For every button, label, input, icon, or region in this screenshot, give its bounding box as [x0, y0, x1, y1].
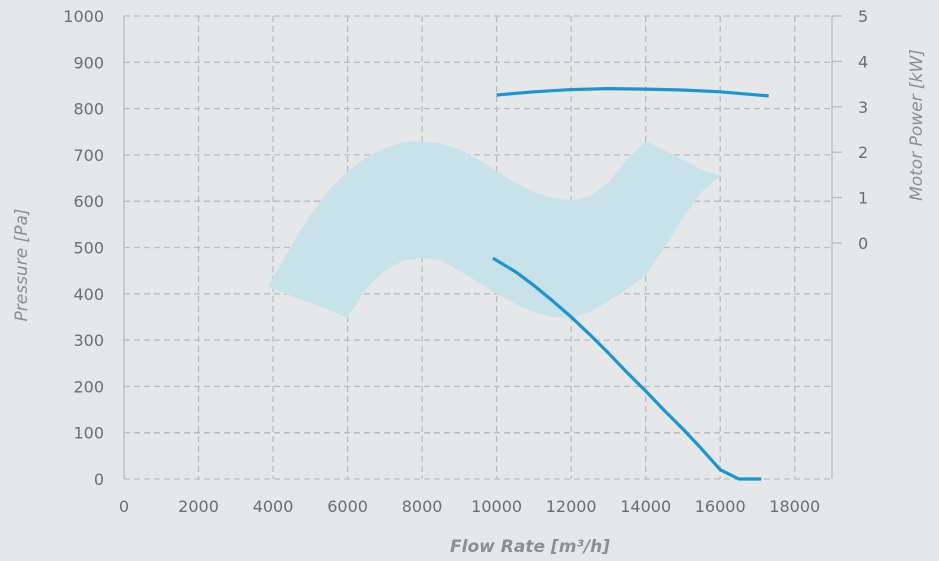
x-tick-label: 16000 [695, 497, 746, 516]
y-tick-label: 200 [73, 377, 104, 396]
y-axis-title: Pressure [Pa] [12, 209, 32, 322]
y-tick-label: 500 [73, 239, 104, 258]
operating-range-band [269, 141, 721, 318]
y-tick-label: 300 [73, 331, 104, 350]
y2-tick-label: 4 [858, 52, 868, 71]
x-tick-label: 6000 [327, 497, 368, 516]
y-tick-label: 900 [73, 53, 104, 72]
y-tick-label: 0 [94, 470, 104, 489]
operating-range-area [269, 141, 721, 318]
x-tick-label: 10000 [471, 497, 522, 516]
y-tick-label: 800 [73, 100, 104, 119]
x-tick-label: 4000 [253, 497, 294, 516]
motor-power-line [496, 87, 769, 98]
y2-tick-label: 5 [858, 7, 868, 26]
y2-tick-label: 1 [858, 189, 868, 208]
y2-axis-title: Motor Power [kW] [907, 49, 927, 201]
pressure-curve-line [492, 256, 762, 481]
x-tick-label: 12000 [546, 497, 597, 516]
x-axis-title: Flow Rate [m³/h] [450, 537, 610, 557]
y2-tick-label: 3 [858, 98, 868, 117]
y-tick-label: 100 [73, 424, 104, 443]
y-tick-label: 400 [73, 285, 104, 304]
y-tick-label: 1000 [63, 7, 104, 26]
x-tick-label: 0 [119, 497, 129, 516]
y-tick-label: 600 [73, 192, 104, 211]
x-tick-label: 2000 [178, 497, 219, 516]
x-tick-label: 18000 [769, 497, 820, 516]
y2-tick-label: 2 [858, 143, 868, 162]
series-lines [492, 87, 769, 481]
x-tick-label: 14000 [620, 497, 671, 516]
x-tick-label: 8000 [402, 497, 443, 516]
y2-tick-label: 0 [858, 234, 868, 253]
y-tick-label: 700 [73, 146, 104, 165]
